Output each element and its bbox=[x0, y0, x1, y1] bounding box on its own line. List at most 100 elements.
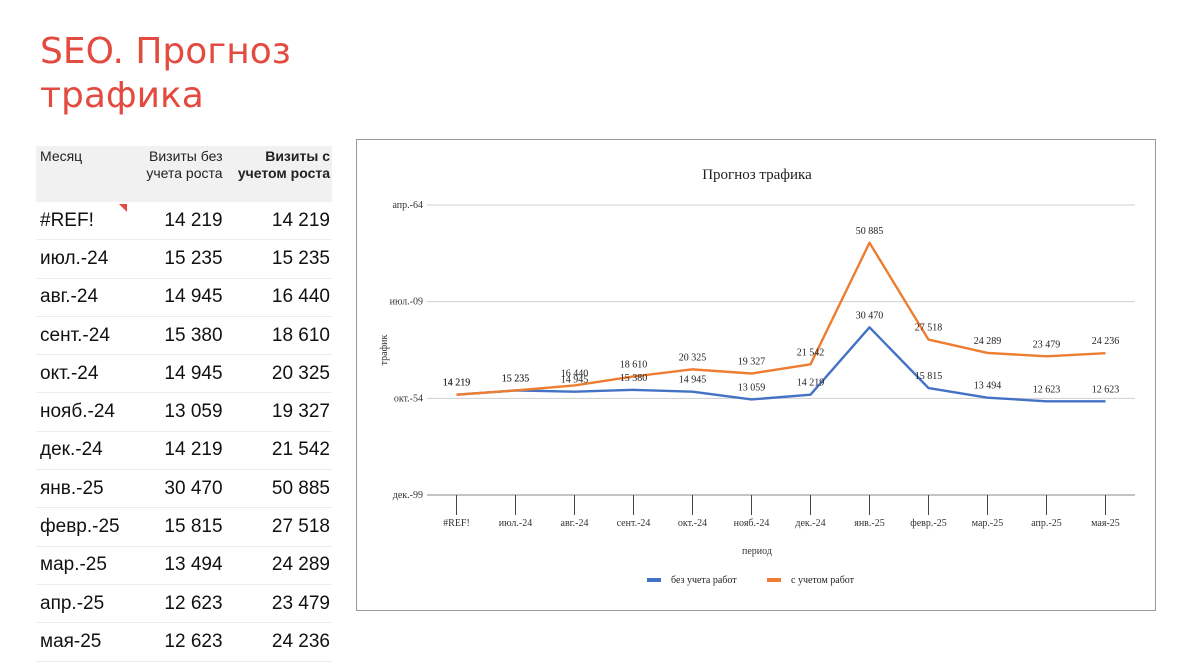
cell-month: апр.-25 bbox=[36, 584, 128, 624]
series-line-1 bbox=[456, 326, 1106, 403]
cell-visits-base: 15 815 bbox=[127, 507, 225, 547]
cell-visits-base: 15 235 bbox=[127, 239, 225, 279]
data-label: 13 494 bbox=[974, 381, 1002, 392]
cell-visits-growth: 24 236 bbox=[224, 622, 332, 662]
cell-month: янв.-25 bbox=[36, 469, 128, 509]
data-label: 24 236 bbox=[1092, 336, 1120, 347]
table-row: #REF! 14 219 14 219 bbox=[36, 202, 332, 241]
table-row: мая-25 12 623 24 236 bbox=[36, 622, 332, 662]
x-tick-label: дек.-24 bbox=[795, 518, 825, 529]
cell-visits-growth: 24 289 bbox=[224, 546, 332, 585]
visits-table: Месяц Визиты без учета роста Визиты с уч… bbox=[36, 146, 332, 662]
data-label: 16 440 bbox=[561, 368, 589, 379]
table-row: сент.-24 15 380 18 610 bbox=[36, 316, 332, 356]
cell-month: #REF! bbox=[36, 202, 128, 241]
data-label: 12 623 bbox=[1033, 384, 1061, 395]
table-row: апр.-25 12 623 23 479 bbox=[36, 584, 332, 624]
cell-visits-growth: 18 610 bbox=[224, 316, 332, 356]
data-label: 50 885 bbox=[856, 226, 884, 237]
cell-visits-base: 12 623 bbox=[127, 622, 225, 662]
x-tick-label: мар.-25 bbox=[972, 518, 1004, 529]
x-tick-label: апр.-25 bbox=[1031, 518, 1062, 529]
data-label: 15 815 bbox=[915, 371, 943, 382]
header-month: Месяц bbox=[36, 146, 128, 202]
chart-svg: Прогноз трафика апр.-64 июл.-09 окт.-54 дек.… bbox=[379, 167, 1135, 586]
cell-visits-base: 15 380 bbox=[127, 316, 225, 356]
header-visits-base: Визиты без учета роста bbox=[127, 146, 225, 202]
x-tick-label: июл.-24 bbox=[499, 518, 532, 529]
data-label: 19 327 bbox=[738, 357, 766, 368]
cell-visits-base: 13 494 bbox=[127, 546, 225, 585]
error-flag-icon bbox=[119, 204, 128, 212]
cell-visits-base: 30 470 bbox=[127, 469, 225, 509]
cell-visits-growth: 14 219 bbox=[224, 202, 332, 241]
cell-visits-growth: 20 325 bbox=[224, 354, 332, 394]
legend-swatch-1 bbox=[647, 578, 661, 582]
x-tick-label: окт.-24 bbox=[678, 518, 707, 529]
x-tick-label: февр.-25 bbox=[910, 518, 946, 529]
table-row: мар.-25 13 494 24 289 bbox=[36, 546, 332, 585]
y-axis-label: трафик bbox=[379, 335, 390, 366]
x-axis-label: период bbox=[742, 546, 772, 557]
cell-month: дек.-24 bbox=[36, 431, 128, 471]
cell-visits-growth: 19 327 bbox=[224, 392, 332, 432]
x-tick-label: нояб.-24 bbox=[734, 518, 770, 529]
cell-visits-base: 14 219 bbox=[127, 202, 225, 241]
table-row: дек.-24 14 219 21 542 bbox=[36, 431, 332, 471]
cell-visits-base: 14 945 bbox=[127, 278, 225, 317]
x-tick-label: мая-25 bbox=[1091, 518, 1120, 529]
table-row: февр.-25 15 815 27 518 bbox=[36, 507, 332, 547]
data-label: 14 945 bbox=[561, 375, 589, 386]
y-tick-label: апр.-64 bbox=[393, 200, 424, 211]
cell-month: июл.-24 bbox=[36, 239, 128, 279]
table-body: #REF! 14 219 14 219 июл.-24 15 235 15 235 авг.… bbox=[36, 202, 332, 662]
legend-label-1: без учета работ bbox=[671, 575, 737, 586]
data-label: 15 380 bbox=[620, 373, 648, 384]
data-label: 23 479 bbox=[1033, 339, 1061, 350]
header-visits-growth: Визиты с учетом роста bbox=[224, 146, 332, 202]
data-label: 12 623 bbox=[1092, 384, 1120, 395]
cell-visits-growth: 16 440 bbox=[224, 278, 332, 317]
table-row: окт.-24 14 945 20 325 bbox=[36, 354, 332, 394]
data-label: 15 235 bbox=[502, 373, 530, 384]
cell-visits-growth: 27 518 bbox=[224, 507, 332, 547]
table-header-row: Месяц Визиты без учета роста Визиты с уч… bbox=[36, 146, 332, 202]
cell-visits-growth: 50 885 bbox=[224, 469, 332, 509]
cell-month: окт.-24 bbox=[36, 354, 128, 394]
data-table: Месяц Визиты без учета роста Визиты с уч… bbox=[36, 146, 332, 662]
data-label: 20 325 bbox=[679, 352, 707, 363]
cell-month: авг.-24 bbox=[36, 278, 128, 317]
cell-visits-base: 13 059 bbox=[127, 392, 225, 432]
y-tick-label: июл.-09 bbox=[390, 297, 423, 308]
cell-visits-base: 14 945 bbox=[127, 354, 225, 394]
legend-label-2: с учетом работ bbox=[791, 575, 855, 586]
page-title: SEO. Прогноз трафика bbox=[40, 31, 291, 116]
cell-month: мар.-25 bbox=[36, 546, 128, 585]
x-tick-label: янв.-25 bbox=[854, 518, 885, 529]
table-row: янв.-25 30 470 50 885 bbox=[36, 469, 332, 509]
cell-visits-base: 14 219 bbox=[127, 431, 225, 471]
cell-month: сент.-24 bbox=[36, 316, 128, 356]
legend-swatch-2 bbox=[767, 578, 781, 582]
data-label: 14 219 bbox=[797, 378, 825, 389]
data-label: 13 059 bbox=[738, 382, 766, 393]
data-label: 27 518 bbox=[915, 323, 943, 334]
cell-month: февр.-25 bbox=[36, 507, 128, 547]
cell-visits-growth: 21 542 bbox=[224, 431, 332, 471]
data-label: 30 470 bbox=[856, 310, 884, 321]
cell-month: нояб.-24 bbox=[36, 392, 128, 432]
data-label: 21 542 bbox=[797, 347, 825, 358]
table-row: нояб.-24 13 059 19 327 bbox=[36, 392, 332, 432]
data-label: 24 289 bbox=[974, 336, 1002, 347]
y-tick-label: дек.-99 bbox=[393, 490, 423, 501]
data-label: 14 219 bbox=[443, 378, 471, 389]
cell-visits-growth: 23 479 bbox=[224, 584, 332, 624]
x-tick-label: авг.-24 bbox=[561, 518, 589, 529]
x-tick-label: #REF! bbox=[443, 518, 470, 529]
data-label: 14 945 bbox=[679, 375, 707, 386]
cell-visits-growth: 15 235 bbox=[224, 239, 332, 279]
data-label: 18 610 bbox=[620, 359, 648, 370]
table-row: июл.-24 15 235 15 235 bbox=[36, 239, 332, 279]
table-row: авг.-24 14 945 16 440 bbox=[36, 278, 332, 317]
x-tick-label: сент.-24 bbox=[617, 518, 651, 529]
